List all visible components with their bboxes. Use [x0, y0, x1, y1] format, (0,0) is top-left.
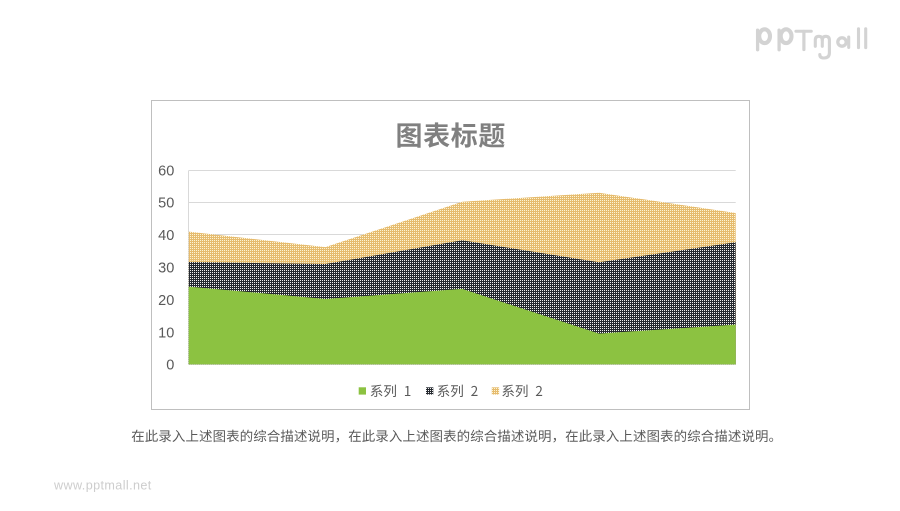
svg-text:10: 10 [158, 325, 174, 341]
svg-text:www.pptmall.net: www.pptmall.net [53, 478, 152, 492]
svg-text:30: 30 [158, 261, 174, 277]
svg-text:20: 20 [158, 293, 174, 309]
svg-text:0: 0 [166, 358, 174, 374]
svg-text:60: 60 [158, 163, 174, 179]
svg-text:50: 50 [158, 196, 174, 212]
svg-text:40: 40 [158, 228, 174, 244]
